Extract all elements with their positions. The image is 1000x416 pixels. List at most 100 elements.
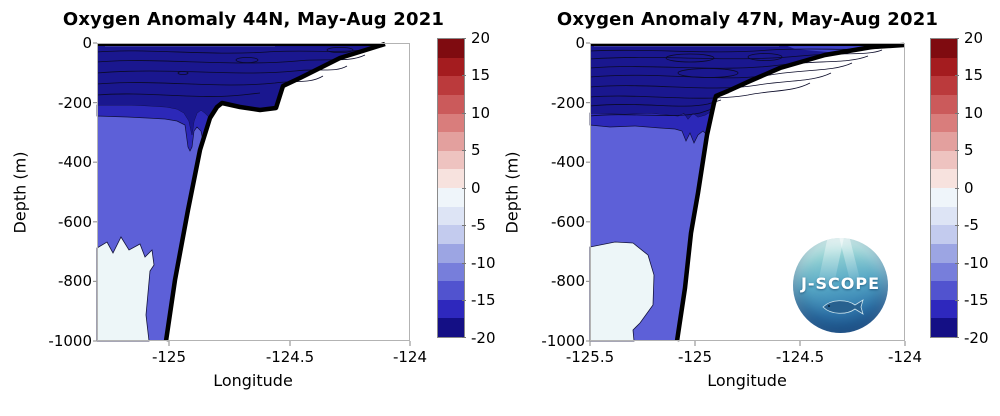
right-cb-m10: -10	[964, 254, 989, 272]
fish-icon	[822, 299, 864, 315]
right-axes-spines	[590, 43, 905, 341]
colorbar-band	[438, 281, 464, 300]
colorbar-band	[931, 299, 957, 319]
left-plot-title: Oxygen Anomaly 44N, May-Aug 2021	[62, 9, 445, 30]
colorbar-band	[438, 206, 464, 226]
right-y-axis-ticks	[586, 42, 590, 342]
jscope-logo-text: J-SCOPE	[800, 274, 881, 293]
left-cb-20: 20	[471, 29, 491, 47]
colorbar-band	[931, 57, 957, 77]
right-ytick-800: -800	[550, 272, 585, 290]
colorbar-band	[438, 299, 464, 319]
jscope-logo: J-SCOPE	[793, 238, 888, 333]
colorbar-band	[931, 243, 957, 263]
right-cb-5: 5	[964, 141, 974, 159]
colorbar-tick	[462, 225, 466, 226]
right-xtick-124: -124	[887, 348, 923, 366]
colorbar-band	[438, 76, 464, 95]
colorbar-band	[438, 39, 464, 58]
colorbar-tick	[955, 188, 959, 189]
right-ytick-600: -600	[550, 213, 585, 231]
right-yaxis-title: Depth (m)	[502, 151, 522, 234]
colorbar-tick	[955, 150, 959, 151]
colorbar-band	[931, 318, 957, 337]
left-cb-10: 10	[471, 104, 491, 122]
colorbar-band	[931, 225, 957, 244]
left-contour-lines	[96, 46, 380, 97]
colorbar-band	[931, 150, 957, 170]
right-xaxis-title: Longitude	[707, 371, 787, 390]
colorbar-tick	[462, 188, 466, 189]
right-ytick-1000: -1000	[541, 332, 585, 350]
colorbar-band	[438, 94, 464, 114]
colorbar-band	[438, 57, 464, 77]
left-yaxis-title: Depth (m)	[10, 151, 30, 234]
colorbar-band	[931, 281, 957, 300]
colorbar-tick	[462, 75, 466, 76]
left-ytick-1000: -1000	[48, 332, 92, 350]
left-xtick-1245: -124.5	[265, 348, 315, 366]
colorbar-band	[931, 94, 957, 114]
left-xaxis-title: Longitude	[213, 371, 293, 390]
colorbar-tick	[955, 337, 959, 338]
left-axes-spines	[97, 43, 410, 341]
right-xtick-1245: -124.5	[775, 348, 825, 366]
right-ytick-200: -200	[550, 94, 585, 112]
left-ytick-200: -200	[57, 94, 92, 112]
colorbar-tick	[462, 263, 466, 264]
right-plot-canvas	[586, 42, 906, 346]
right-x-axis-ticks	[589, 341, 906, 346]
colorbar-tick	[462, 337, 466, 338]
colorbar-tick	[955, 38, 959, 39]
colorbar-band	[438, 132, 464, 151]
left-cb-0: 0	[471, 179, 481, 197]
left-cb-m5: -5	[471, 216, 486, 234]
colorbar-tick	[955, 75, 959, 76]
colorbar-tick	[462, 150, 466, 151]
right-ytick-400: -400	[550, 153, 585, 171]
left-cb-5: 5	[471, 141, 481, 159]
colorbar-band	[931, 188, 957, 207]
colorbar-tick	[462, 38, 466, 39]
left-ytick-800: -800	[57, 272, 92, 290]
colorbar-band	[438, 262, 464, 282]
left-cb-m15: -15	[471, 291, 496, 309]
right-bathymetry-line	[674, 42, 905, 342]
colorbar-band	[931, 169, 957, 188]
right-cb-10: 10	[964, 104, 984, 122]
colorbar-band	[931, 206, 957, 226]
colorbar-band	[438, 225, 464, 244]
right-cb-20: 20	[964, 29, 984, 47]
left-y-axis-ticks	[93, 42, 97, 342]
right-colorbar	[930, 38, 958, 338]
right-cb-15: 15	[964, 66, 984, 84]
colorbar-tick	[955, 263, 959, 264]
colorbar-band	[931, 132, 957, 151]
colorbar-tick	[462, 300, 466, 301]
colorbar-tick	[955, 225, 959, 226]
right-region-transition-band	[589, 110, 713, 144]
colorbar-band	[438, 318, 464, 337]
left-ytick-600: -600	[57, 213, 92, 231]
left-region-near-zero	[96, 236, 155, 342]
colorbar-band	[438, 150, 464, 170]
colorbar-band	[931, 262, 957, 282]
left-cb-m10: -10	[471, 254, 496, 272]
colorbar-tick	[955, 113, 959, 114]
left-xtick-125: -125	[151, 348, 187, 366]
left-x-axis-ticks	[168, 341, 411, 346]
left-cb-15: 15	[471, 66, 491, 84]
left-ytick-0: 0	[82, 34, 92, 52]
left-colorbar	[437, 38, 465, 338]
right-plot-title: Oxygen Anomaly 47N, May-Aug 2021	[556, 9, 939, 30]
colorbar-band	[931, 76, 957, 95]
right-cb-0: 0	[964, 179, 974, 197]
colorbar-band	[931, 39, 957, 58]
left-region-strong-anomaly	[97, 43, 385, 135]
colorbar-band	[438, 113, 464, 133]
colorbar-tick	[462, 113, 466, 114]
left-cb-m20: -20	[471, 329, 496, 347]
right-cb-m20: -20	[964, 329, 989, 347]
right-ytick-0: 0	[575, 34, 585, 52]
